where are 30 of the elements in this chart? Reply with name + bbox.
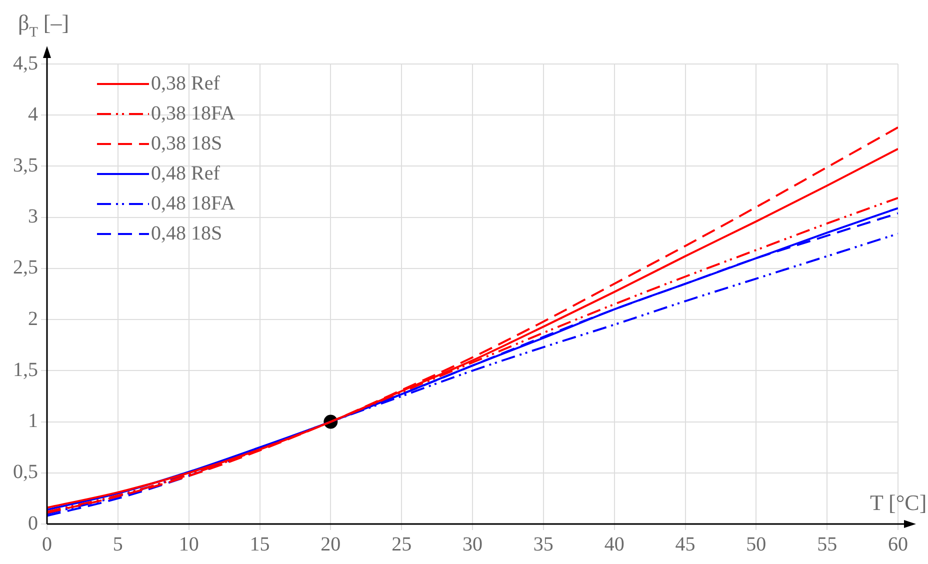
x-tick-label: 50 bbox=[746, 533, 766, 556]
legend-label: 0,48 18S bbox=[151, 222, 222, 244]
y-tick-label: 4,5 bbox=[13, 52, 38, 74]
x-tick-label: 20 bbox=[320, 533, 341, 556]
x-tick-label: 45 bbox=[675, 533, 696, 556]
y-tick-label: 1 bbox=[28, 410, 38, 432]
x-axis-title: T [°C] bbox=[870, 490, 927, 515]
x-tick-label: 15 bbox=[250, 533, 270, 556]
legend-label: 0,38 18FA bbox=[151, 102, 236, 124]
legend-label: 0,48 18FA bbox=[151, 192, 236, 214]
y-tick-label: 0,5 bbox=[13, 461, 38, 484]
legend-label: 0,38 18S bbox=[151, 132, 222, 154]
x-tick-label: 25 bbox=[392, 533, 412, 556]
legend-label: 0,48 Ref bbox=[151, 162, 220, 184]
y-tick-label: 1,5 bbox=[13, 358, 38, 381]
y-tick-label: 2,5 bbox=[13, 256, 38, 279]
x-tick-label: 35 bbox=[533, 533, 554, 556]
x-tick-label: 10 bbox=[178, 533, 199, 556]
x-tick-label: 30 bbox=[462, 533, 482, 556]
y-tick-label: 2 bbox=[28, 308, 38, 330]
x-tick-label: 40 bbox=[604, 533, 624, 556]
y-tick-label: 3 bbox=[28, 206, 38, 228]
y-tick-label: 4 bbox=[28, 103, 38, 126]
x-tick-label: 55 bbox=[817, 533, 838, 556]
legend-label: 0,38 Ref bbox=[151, 72, 220, 94]
x-tick-label: 0 bbox=[42, 533, 52, 556]
x-tick-label: 60 bbox=[888, 533, 908, 556]
y-tick-label: 3,5 bbox=[13, 154, 38, 176]
x-tick-label: 5 bbox=[112, 533, 123, 556]
y-tick-label: 0 bbox=[28, 512, 38, 534]
